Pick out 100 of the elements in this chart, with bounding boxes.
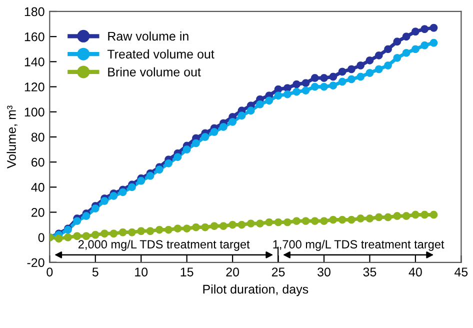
point <box>219 222 228 230</box>
x-tick-label: 30 <box>318 268 330 276</box>
point <box>412 28 420 36</box>
y-tick-label: 140 <box>24 57 44 66</box>
point <box>384 62 392 70</box>
point <box>430 24 438 32</box>
point <box>110 192 118 200</box>
point <box>348 65 356 74</box>
point <box>91 204 100 212</box>
point <box>100 230 108 238</box>
point <box>329 72 338 81</box>
x-tick-label: 0 <box>46 268 53 276</box>
point <box>384 213 392 222</box>
y-tick-label: 120 <box>24 82 44 92</box>
point <box>374 51 383 60</box>
point <box>393 212 402 220</box>
point <box>384 45 392 54</box>
point <box>82 212 90 220</box>
point <box>402 48 410 57</box>
point <box>192 139 200 148</box>
point <box>348 75 356 84</box>
point <box>366 69 374 77</box>
point <box>265 218 274 226</box>
x-tick-label: 15 <box>180 268 194 276</box>
point <box>338 68 346 76</box>
point <box>420 41 429 50</box>
point <box>228 220 236 229</box>
point <box>192 223 200 232</box>
y-tick-label: 180 <box>24 7 44 16</box>
point <box>402 212 410 220</box>
point <box>310 74 319 82</box>
point <box>182 224 191 232</box>
point <box>228 118 236 126</box>
point <box>292 88 300 96</box>
point <box>210 222 218 230</box>
point <box>430 38 438 47</box>
point <box>73 217 82 225</box>
point <box>274 218 282 226</box>
point <box>356 72 365 81</box>
point <box>164 159 172 168</box>
point <box>137 227 146 235</box>
point <box>146 227 154 235</box>
point <box>310 82 319 91</box>
point <box>238 220 246 229</box>
x-tick-label: 45 <box>454 268 468 276</box>
legend-label: Raw volume in <box>108 31 188 41</box>
x-tick-label: 40 <box>408 268 422 276</box>
x-tick-label: 20 <box>226 268 240 276</box>
point <box>402 32 410 40</box>
point <box>366 214 374 222</box>
point <box>91 230 100 239</box>
point <box>64 233 72 242</box>
point <box>110 230 118 238</box>
point <box>412 45 420 54</box>
point <box>246 220 255 228</box>
point <box>302 217 310 225</box>
point <box>201 133 210 141</box>
point <box>302 86 310 94</box>
legend-label: Treated volume out <box>107 49 214 59</box>
x-tick-label: 25 <box>272 268 285 276</box>
point <box>73 232 82 240</box>
point <box>174 224 182 232</box>
point <box>54 234 63 242</box>
point <box>329 216 338 224</box>
point <box>238 112 246 120</box>
point <box>82 232 90 240</box>
point <box>356 62 365 70</box>
point <box>420 210 429 219</box>
point <box>137 176 146 185</box>
point <box>374 213 383 222</box>
point <box>430 210 438 219</box>
point <box>118 188 127 196</box>
point <box>393 54 402 62</box>
point <box>174 153 182 161</box>
annotation: 2,000 mg/L TDS treatment target <box>78 240 250 251</box>
point <box>310 217 319 225</box>
legend-label: Brine volume out <box>108 67 201 76</box>
y-tick-label: -20 <box>27 258 44 268</box>
x-tick-label: 5 <box>92 268 98 276</box>
point <box>292 217 300 225</box>
y-tick-label: 20 <box>32 208 44 217</box>
y-axis-title: Volume, m³ <box>6 106 18 168</box>
point <box>201 223 210 232</box>
point <box>292 80 300 88</box>
point <box>256 220 264 228</box>
point <box>164 226 172 234</box>
point <box>284 90 292 98</box>
point <box>100 196 108 205</box>
point <box>338 78 346 86</box>
point <box>128 228 136 236</box>
point <box>320 74 328 82</box>
y-tick-label: 100 <box>24 108 44 116</box>
point <box>155 166 164 174</box>
point <box>284 218 292 226</box>
point <box>128 183 136 192</box>
y-tick-label: 80 <box>31 132 44 142</box>
point <box>338 216 346 224</box>
point <box>155 226 164 234</box>
point <box>412 210 420 219</box>
point <box>146 172 154 180</box>
